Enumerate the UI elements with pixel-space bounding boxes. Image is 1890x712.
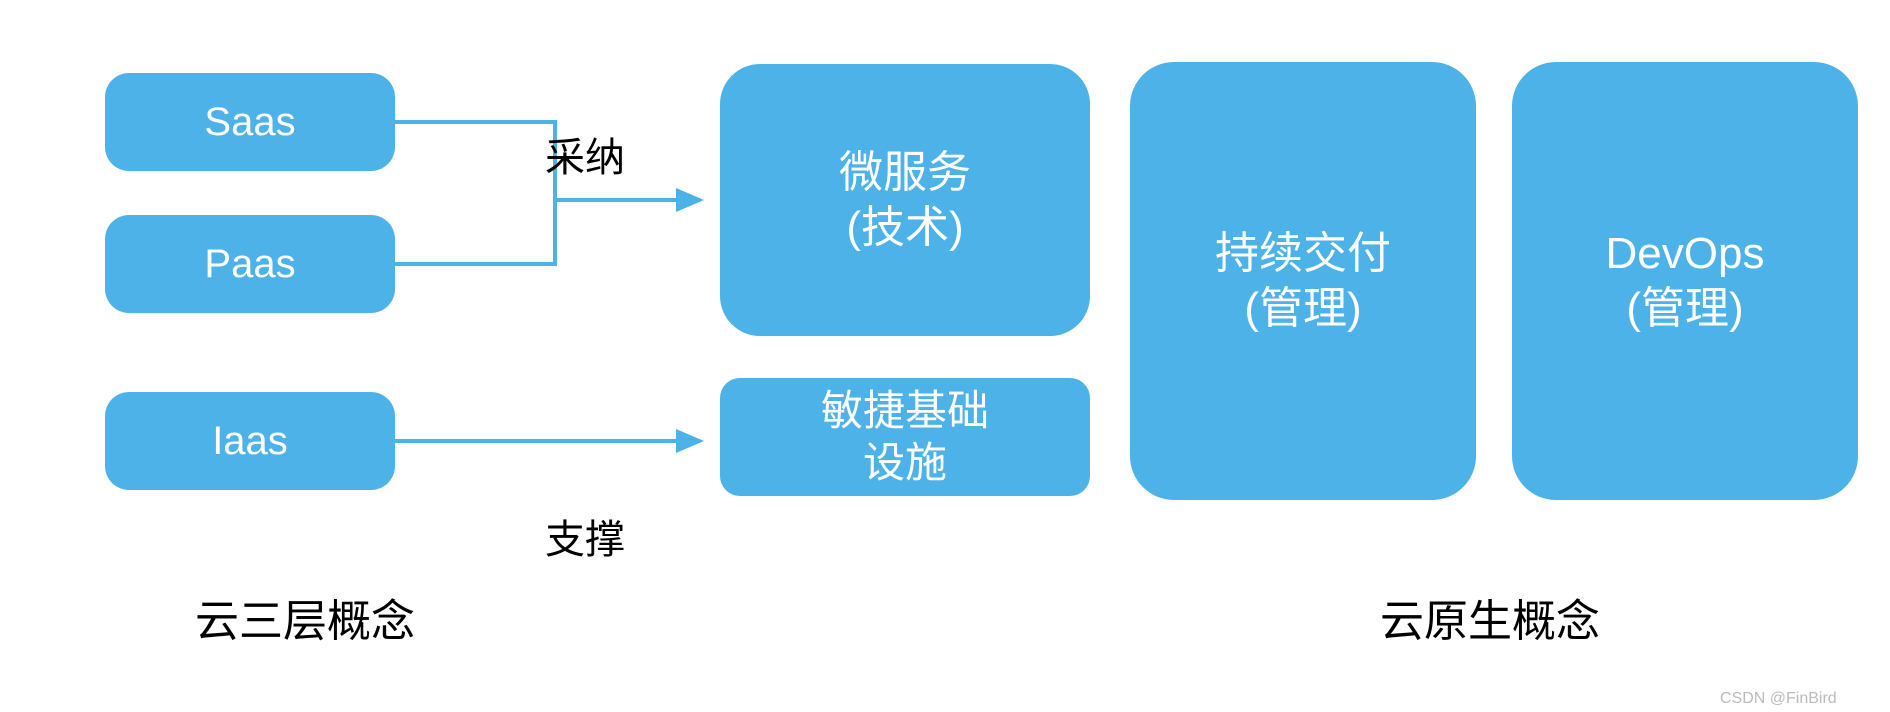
- watermark-label: CSDN @FinBird: [1720, 690, 1837, 707]
- node-devops: DevOps (管理): [1512, 62, 1858, 500]
- node-saas: Saas: [105, 73, 395, 171]
- watermark-text: CSDN @FinBird: [1720, 690, 1837, 708]
- node-micro: 微服务 (技术): [720, 64, 1090, 336]
- connector-1: [395, 200, 555, 264]
- node-cd: 持续交付 (管理): [1130, 62, 1476, 500]
- node-agile: 敏捷基础 设施: [720, 378, 1090, 496]
- caption-right: 云原生概念: [1380, 585, 1600, 649]
- caption-left: 云三层概念: [195, 585, 415, 649]
- node-iaas: Iaas: [105, 392, 395, 490]
- node-paas: Paas: [105, 215, 395, 313]
- edge-label-adopt: 采纳: [545, 125, 625, 183]
- edge-label-support: 支撑: [545, 507, 625, 565]
